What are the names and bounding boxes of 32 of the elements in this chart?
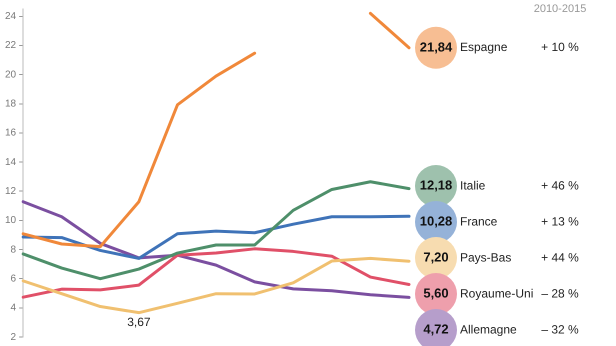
y-tick-label: 12 [5,186,17,197]
text: + 44 % [541,250,580,264]
data-label: 5,60 [423,286,449,301]
data-label: 21,84 [420,39,454,54]
y-tick-label: 22 [5,40,17,52]
data-label: 10,28 [420,214,452,229]
text: + 46 % [541,178,580,192]
text: Royaume-Uni [460,286,534,300]
data-label: 4,72 [423,322,449,337]
y-tick-label: 16 [5,128,17,139]
text: – 28 % [541,286,580,300]
text: + 13 % [541,214,580,228]
y-tick-label: 20 [5,69,17,80]
y-tick-label: 24 [5,11,17,22]
data-label: 7,20 [423,250,449,265]
data-label: 12,18 [420,178,452,193]
text: Italie [460,178,486,192]
text: 2010-2015 [534,3,586,16]
y-tick-label: 14 [5,156,17,168]
y-tick-label: 4 [10,302,17,314]
y-tick-label: 2 [10,332,17,343]
text: – 32 % [541,322,580,336]
y-tick-label: 6 [10,273,17,284]
y-tick-label: 18 [5,98,17,110]
y-tick-label: 8 [10,244,17,256]
text: + 10 % [541,40,580,54]
y-tick-label: 10 [5,215,17,226]
text: Allemagne [460,322,518,336]
data-label: 3,67 [127,314,151,329]
text: Espagne [460,40,508,54]
text: France [460,214,498,228]
text: Pays-Bas [460,250,512,264]
